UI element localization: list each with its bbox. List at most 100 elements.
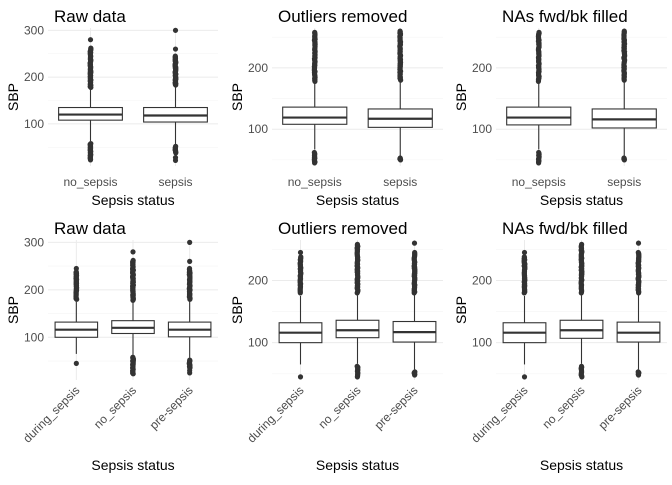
panel-title: Raw data — [54, 7, 126, 26]
box-no_sepsis — [559, 241, 604, 380]
box-iqr — [282, 106, 348, 125]
x-axis-label: Sepsis status — [91, 457, 174, 473]
x-axis-label: Sepsis status — [316, 457, 399, 473]
x-tick-label: no_sepsis — [316, 383, 364, 431]
outlier-point — [187, 367, 193, 374]
outlier-point — [354, 241, 361, 247]
outlier-point — [312, 29, 318, 35]
box-iqr — [506, 106, 572, 126]
outlier-point — [521, 254, 527, 260]
x-axis-label: Sepsis status — [91, 192, 174, 208]
box-no_sepsis — [282, 29, 348, 166]
x-tick-label: during_sepsis — [20, 383, 82, 445]
y-tick-label: 100 — [472, 336, 492, 350]
box-sepsis — [143, 27, 208, 163]
panel-4: Raw data 100 200 300 SBP during_sepsis no_seps… — [5, 219, 218, 473]
x-tick-label: pre-sepsis — [147, 383, 196, 432]
x-tick-label: no_sepsis — [540, 383, 588, 431]
x-tick-label: pre-sepsis — [596, 383, 645, 432]
y-tick-label: 200 — [472, 273, 492, 287]
x-tick-label: pre-sepsis — [372, 383, 421, 432]
outlier-point — [521, 249, 528, 256]
outlier-point — [87, 37, 94, 43]
y-tick-label: 100 — [24, 117, 44, 131]
outlier-point — [173, 143, 179, 149]
box-pre-sepsis — [167, 239, 212, 376]
outlier-point — [73, 360, 79, 366]
box-during_sepsis — [278, 249, 323, 380]
box-no_sepsis — [506, 29, 572, 166]
outlier-point — [397, 28, 403, 34]
outlier-point — [187, 239, 193, 245]
outlier-point — [172, 46, 179, 52]
x-axis-label: Sepsis status — [540, 192, 623, 208]
y-tick-label: 200 — [24, 283, 44, 297]
box-pre-sepsis — [616, 240, 661, 378]
y-tick-label: 100 — [24, 330, 44, 344]
outlier-point — [412, 249, 418, 256]
outlier-point — [88, 140, 94, 147]
x-tick-label: no_sepsis — [63, 175, 117, 189]
outlier-point — [187, 258, 193, 264]
outlier-point — [635, 240, 642, 246]
x-tick-label: no_sepsis — [512, 175, 566, 189]
x-tick-label: sepsis — [607, 175, 641, 189]
box-sepsis — [367, 28, 433, 163]
y-tick-label: 200 — [248, 273, 268, 287]
x-axis-label: Sepsis status — [316, 192, 399, 208]
outlier-point — [187, 357, 193, 363]
box-no_sepsis — [58, 37, 123, 163]
outlier-point — [635, 369, 641, 375]
outlier-point — [172, 27, 179, 33]
outlier-point — [578, 363, 585, 369]
panel-title: NAs fwd/bk filled — [502, 219, 628, 238]
x-tick-label: no_sepsis — [288, 175, 342, 189]
panel-title: Outliers removed — [278, 219, 407, 238]
outlier-point — [88, 45, 94, 51]
outlier-point — [172, 154, 179, 161]
y-axis-label: SBP — [453, 83, 469, 111]
y-axis-label: SBP — [5, 83, 21, 111]
outlier-point — [172, 53, 178, 59]
y-axis-label: SBP — [5, 296, 21, 324]
outlier-point — [354, 363, 360, 369]
outlier-point — [579, 241, 585, 247]
y-axis-label: SBP — [453, 296, 469, 324]
outlier-point — [130, 257, 136, 264]
x-tick-label: during_sepsis — [244, 383, 306, 445]
box-during_sepsis — [54, 265, 99, 366]
box-no_sepsis — [111, 249, 155, 377]
y-axis-label: SBP — [229, 296, 245, 324]
x-axis-label: Sepsis status — [540, 457, 623, 473]
y-axis-label: SBP — [229, 83, 245, 111]
y-tick-label: 100 — [248, 122, 268, 136]
panel-title: Outliers removed — [278, 7, 407, 26]
y-tick-label: 300 — [24, 23, 44, 37]
y-tick-label: 200 — [24, 70, 44, 84]
box-during_sepsis — [502, 249, 547, 380]
x-tick-label: no_sepsis — [91, 383, 139, 431]
box-iqr — [335, 319, 380, 339]
panel-title: Raw data — [54, 219, 126, 238]
outlier-point — [130, 354, 136, 360]
outlier-point — [297, 374, 304, 380]
outlier-point — [635, 249, 641, 256]
box-sepsis — [591, 28, 657, 163]
x-tick-label: sepsis — [158, 175, 192, 189]
outlier-point — [298, 254, 304, 260]
outlier-point — [536, 29, 542, 35]
outlier-point — [536, 149, 542, 156]
outlier-point — [186, 265, 193, 272]
outlier-point — [621, 155, 627, 161]
outlier-point — [73, 265, 79, 272]
box-pre-sepsis — [392, 240, 437, 378]
y-tick-label: 200 — [248, 61, 268, 75]
y-tick-label: 300 — [24, 235, 44, 249]
outlier-point — [311, 149, 317, 156]
outlier-point — [521, 374, 528, 380]
